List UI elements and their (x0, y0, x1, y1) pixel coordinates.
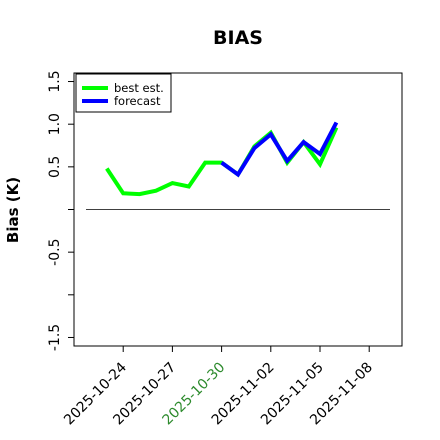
y-tick-label: -1.5 (47, 324, 63, 351)
series-lines (105, 121, 339, 197)
y-axis-ticks: -1.5 -0.5 0.5 1.0 1.5 (47, 70, 74, 351)
legend: best est. forecast (75, 73, 172, 113)
legend-box (75, 73, 172, 113)
y-tick-label: -0.5 (47, 238, 63, 265)
series-line-best-est (105, 126, 339, 197)
legend-label-forecast: forecast (114, 94, 161, 108)
chart-title: BIAS (213, 27, 263, 49)
x-axis-ticks: 2025-10-242025-10-272025-10-302025-11-02… (61, 346, 376, 428)
series-line-forecast (220, 121, 339, 178)
y-tick-label: 0.5 (47, 156, 63, 178)
y-tick-label: 1.5 (47, 70, 63, 92)
y-axis-label: Bias (K) (4, 177, 22, 243)
legend-label-best-est: best est. (114, 81, 164, 95)
y-tick-label: 1.0 (47, 113, 63, 135)
